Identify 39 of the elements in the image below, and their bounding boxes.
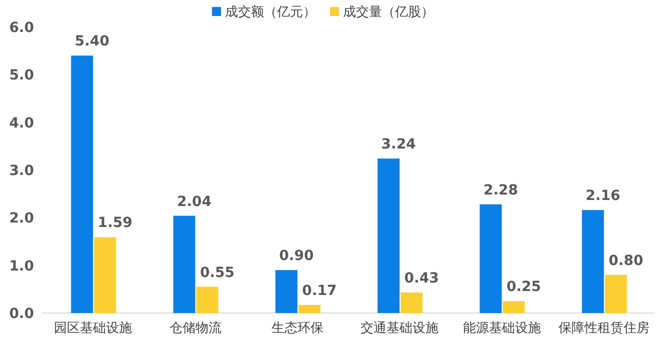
- data-label: 0.43: [404, 270, 439, 287]
- x-tick-label: 交通基础设施: [360, 320, 439, 336]
- bar: [275, 270, 298, 313]
- y-tick-label: 6.0: [9, 20, 34, 36]
- bar: [71, 56, 94, 313]
- y-tick-label: 3.0: [9, 163, 34, 179]
- data-label: 0.55: [200, 264, 235, 281]
- legend-label: 成交额（亿元）: [225, 4, 316, 20]
- data-label: 1.59: [98, 215, 132, 232]
- data-label: 5.40: [74, 34, 110, 50]
- y-tick-label: 1.0: [9, 258, 34, 274]
- bar: [400, 292, 423, 313]
- bar: [298, 304, 320, 313]
- data-label: 2.16: [586, 188, 620, 204]
- bar: [604, 274, 627, 313]
- x-tick-label: 保障性租赁住房: [558, 320, 650, 336]
- bar: [196, 286, 218, 313]
- x-tick-label: 能源基础设施: [462, 321, 541, 336]
- data-label: 2.04: [176, 194, 212, 210]
- bar: [94, 237, 116, 313]
- bar: [173, 216, 196, 313]
- x-tick-label: 园区基础设施: [54, 321, 132, 336]
- bar: [480, 204, 502, 313]
- bar: [502, 301, 525, 313]
- legend-label: 成交量（亿股）: [343, 4, 434, 20]
- data-label: 0.17: [302, 282, 337, 299]
- y-tick-label: 4.0: [9, 115, 34, 132]
- x-tick-label: 仓储物流: [169, 320, 222, 336]
- data-label: 0.25: [506, 279, 542, 296]
- bar: [582, 210, 604, 313]
- data-label: 2.28: [483, 182, 518, 198]
- data-label: 3.24: [381, 136, 416, 153]
- y-tick-label: 2.0: [9, 210, 34, 227]
- data-label: 0.90: [279, 248, 314, 264]
- data-label: 0.80: [608, 252, 644, 269]
- bar: [378, 158, 400, 313]
- y-tick-label: 0.0: [9, 306, 34, 322]
- x-tick-label: 生态环保: [271, 321, 324, 336]
- y-tick-label: 5.0: [9, 68, 34, 84]
